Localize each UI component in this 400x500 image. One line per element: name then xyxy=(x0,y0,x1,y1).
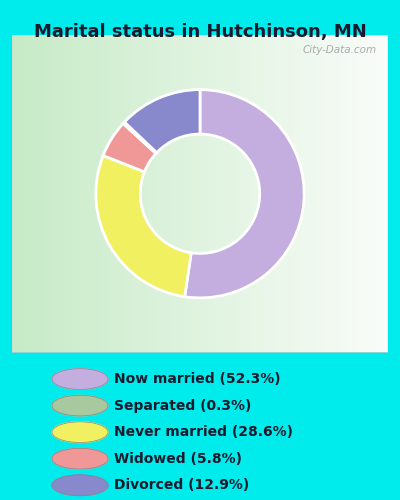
Text: Widowed (5.8%): Widowed (5.8%) xyxy=(114,452,242,466)
Circle shape xyxy=(52,422,108,442)
Circle shape xyxy=(52,368,108,390)
Circle shape xyxy=(52,396,108,416)
Wedge shape xyxy=(96,156,191,297)
Wedge shape xyxy=(124,90,200,152)
Wedge shape xyxy=(123,122,157,154)
Wedge shape xyxy=(103,124,156,172)
Text: Marital status in Hutchinson, MN: Marital status in Hutchinson, MN xyxy=(34,22,366,40)
Circle shape xyxy=(52,475,108,496)
Circle shape xyxy=(52,448,108,469)
Text: Divorced (12.9%): Divorced (12.9%) xyxy=(114,478,249,492)
Text: Never married (28.6%): Never married (28.6%) xyxy=(114,425,293,439)
Text: Separated (0.3%): Separated (0.3%) xyxy=(114,398,251,412)
Text: City-Data.com: City-Data.com xyxy=(302,44,377,54)
Text: Now married (52.3%): Now married (52.3%) xyxy=(114,372,281,386)
Wedge shape xyxy=(185,90,304,298)
